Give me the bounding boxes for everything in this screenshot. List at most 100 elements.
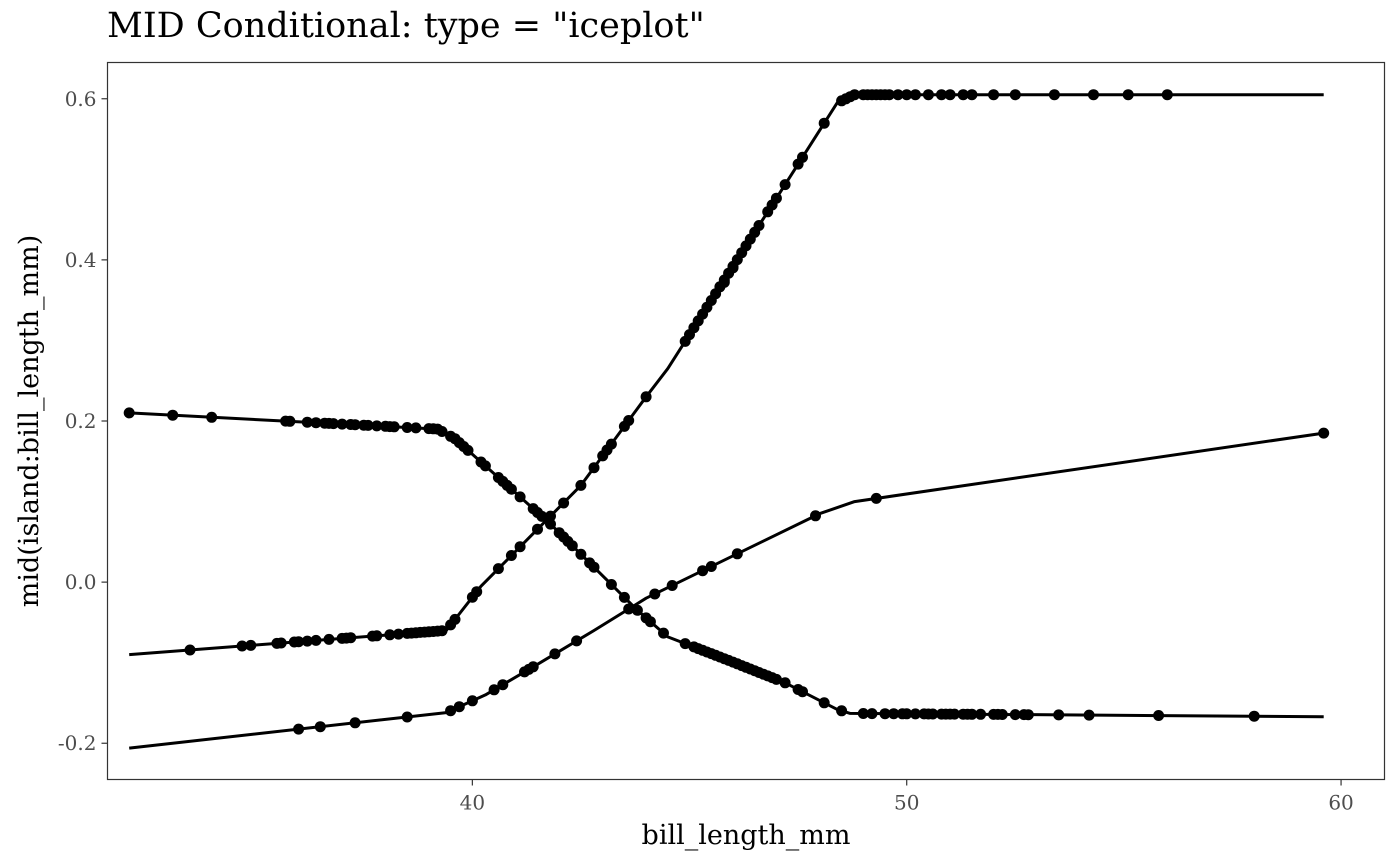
extra-points (718, 262, 739, 288)
data-point (345, 632, 357, 644)
data-point (388, 421, 400, 433)
data-point (966, 89, 978, 101)
series-3 (129, 427, 1330, 750)
data-point (293, 723, 305, 735)
data-point (310, 634, 322, 646)
data-point (566, 540, 578, 552)
data-point (836, 705, 848, 717)
y-axis-title: mid(island:bill_length_mm) (14, 235, 45, 608)
data-point (453, 701, 465, 713)
data-point (988, 89, 1000, 101)
data-point (471, 586, 483, 598)
data-point (393, 628, 404, 640)
data-point (797, 151, 808, 163)
data-point (649, 588, 661, 600)
data-point (184, 644, 196, 656)
data-point (462, 444, 474, 456)
y-tick-label: 0.6 (65, 87, 97, 111)
data-point (349, 419, 361, 431)
data-point (770, 673, 782, 685)
data-point (371, 420, 383, 432)
data-point (362, 419, 374, 431)
chart-title: MID Conditional: type = "iceplot" (107, 6, 705, 46)
data-point (327, 418, 339, 430)
data-point (857, 708, 869, 719)
data-point (275, 637, 287, 649)
data-point (975, 708, 987, 720)
data-point (1022, 709, 1034, 721)
data-point (236, 640, 248, 652)
data-point (797, 686, 808, 698)
data-point (571, 635, 583, 647)
data-point (879, 708, 891, 720)
data-point (1318, 427, 1330, 439)
data-point (779, 677, 791, 689)
data-point (206, 411, 218, 423)
data-point (818, 117, 830, 129)
data-point (949, 708, 960, 720)
data-point (284, 415, 296, 427)
x-tick-label: 40 (460, 791, 485, 815)
data-point (605, 579, 617, 590)
data-point (505, 550, 517, 561)
x-tick-label: 50 (894, 791, 919, 815)
data-point (336, 418, 348, 430)
data-point (1153, 710, 1165, 721)
data-point (588, 462, 600, 474)
data-point (314, 721, 326, 733)
data-point (779, 179, 791, 191)
data-point (575, 548, 587, 560)
y-tick-label: 0.0 (65, 570, 97, 594)
data-point (866, 708, 878, 720)
data-point (527, 661, 539, 673)
data-point (605, 438, 617, 450)
data-point (888, 708, 900, 720)
series-2 (129, 89, 1324, 657)
data-point (658, 627, 669, 639)
data-point (436, 625, 448, 637)
data-point (449, 613, 461, 625)
data-point (514, 541, 526, 553)
data-point (514, 491, 526, 503)
data-point (488, 684, 500, 696)
data-point (731, 548, 743, 560)
data-point (445, 705, 457, 717)
data-point (1122, 89, 1134, 101)
data-point (466, 695, 478, 707)
x-axis-title: bill_length_mm (642, 820, 851, 851)
data-point (492, 563, 504, 575)
data-point (623, 415, 635, 426)
data-point (310, 417, 322, 429)
data-point (371, 630, 383, 642)
data-point (384, 629, 396, 641)
data-point (666, 580, 678, 591)
data-point (479, 460, 491, 472)
y-axis: -0.2 0.0 0.2 0.4 0.6 (58, 87, 108, 755)
data-point (996, 709, 1008, 720)
series-1 (123, 407, 1324, 722)
data-point (770, 192, 782, 204)
data-point (1048, 89, 1060, 101)
data-point (640, 391, 652, 403)
data-point (1161, 89, 1173, 101)
data-point (1009, 709, 1021, 721)
data-point (1248, 710, 1260, 722)
data-point (301, 416, 313, 428)
data-point (718, 276, 730, 288)
data-point (901, 708, 913, 720)
data-point (927, 708, 939, 720)
data-point (697, 565, 709, 577)
data-point (575, 479, 587, 491)
y-tick-label: 0.2 (65, 409, 97, 433)
data-point (618, 591, 630, 603)
data-point (167, 409, 179, 421)
data-point (944, 89, 956, 101)
data-point (892, 89, 904, 101)
x-tick-label: 60 (1328, 791, 1353, 815)
data-point (957, 89, 969, 101)
data-point (436, 426, 448, 437)
data-point (545, 518, 556, 530)
data-point (545, 510, 556, 522)
data-point (936, 89, 947, 101)
data-point (870, 492, 882, 504)
